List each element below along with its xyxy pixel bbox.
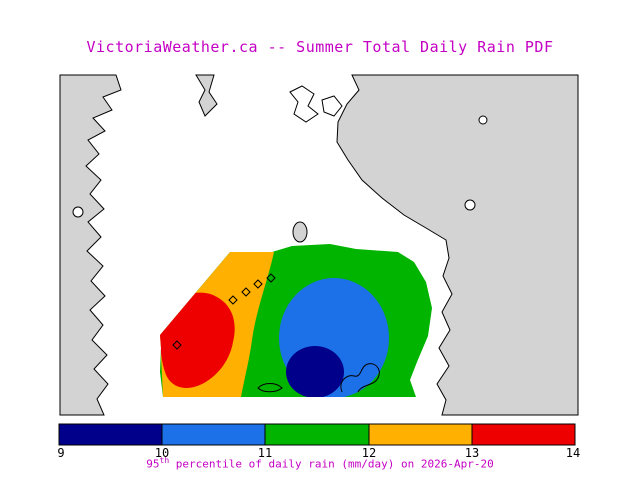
colorbar-segment [368, 423, 473, 446]
page-title: VictoriaWeather.ca -- Summer Total Daily… [86, 38, 554, 56]
station-marker [241, 287, 251, 297]
island-left-water [72, 206, 84, 218]
contour-band-13-14 [160, 292, 235, 388]
coast-detail-bays [289, 85, 319, 123]
contour-band-9-10 [286, 346, 344, 397]
caption-prefix: 95 [146, 457, 160, 471]
caption-superscript: th [159, 456, 170, 465]
lake-1 [292, 221, 308, 243]
water-inlet [195, 74, 218, 117]
station-marker [172, 340, 182, 350]
colorbar-segment [58, 423, 163, 446]
water-right [336, 74, 579, 416]
coast-detail-harbour [340, 363, 380, 393]
colorbar-tick: 11 [258, 446, 272, 460]
caption-rest: percentile of daily rain (mm/day) on 202… [169, 457, 494, 471]
colorbar-ticks: 9 10 11 12 13 14 [57, 446, 580, 460]
water-left [59, 74, 122, 416]
island-small-2 [478, 115, 488, 125]
colorbar-tick: 10 [155, 446, 169, 460]
station-marker [228, 295, 238, 305]
colorbar-segment [471, 423, 576, 446]
colorbar-caption: 95th percentile of daily rain (mm/day) o… [0, 456, 640, 471]
colorbar-tick: 13 [465, 446, 479, 460]
station-marker [253, 279, 263, 289]
station-marker [266, 273, 276, 283]
coast-detail-peninsula [321, 95, 343, 117]
colorbar [58, 423, 576, 446]
colorbar-segment [264, 423, 370, 446]
coast-detail-lagoon [257, 383, 283, 393]
colorbar-tick: 14 [566, 446, 580, 460]
colorbar-tick: 9 [57, 446, 64, 460]
station-markers [172, 273, 276, 350]
colorbar-segment [161, 423, 266, 446]
island-small-1 [464, 199, 476, 211]
colorbar-tick: 12 [362, 446, 376, 460]
